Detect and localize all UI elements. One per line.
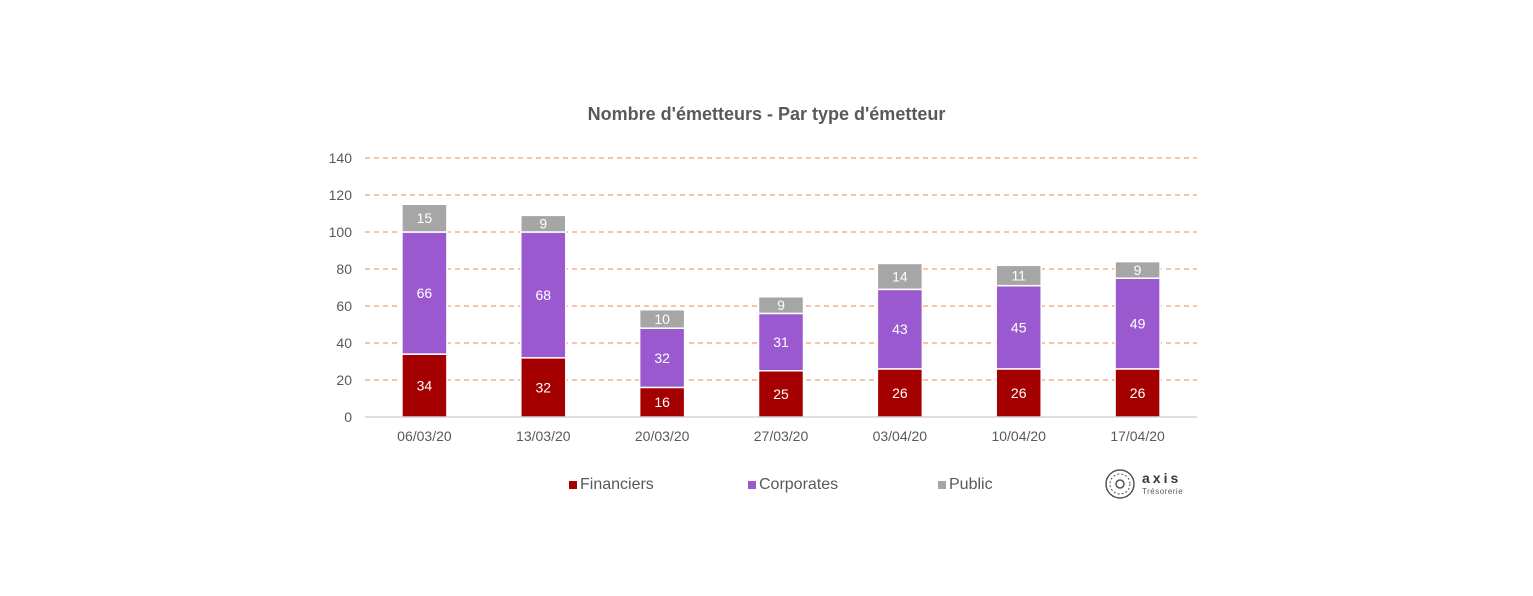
axis-logo-icon [1105,469,1135,499]
legend-label: Financiers [580,476,654,493]
legend-swatch [938,481,946,489]
bar-segment-public [876,262,924,291]
data-label: 32 [535,379,551,395]
bar-segment-public [401,203,448,233]
y-tick-label: 0 [344,409,352,425]
legend-item-financiers: Financiers [569,476,654,494]
bar-segment-financiers [995,368,1042,418]
x-tick-label: 20/03/20 [635,428,690,444]
y-tick-label: 140 [329,150,353,166]
data-label: 45 [1011,319,1027,335]
data-label: 34 [417,378,433,394]
legend-item-public: Public [938,476,993,494]
bar-segment-financiers [876,368,924,418]
y-tick-label: 100 [329,224,353,240]
x-axis-ticks: 06/03/20 13/03/20 20/03/20 27/03/20 03/04/20… [397,428,1165,444]
legend: Financiers Corporates Public [0,476,1533,496]
bar-segment-public [757,296,805,315]
bar-segment-public [638,308,686,329]
x-tick-label: 13/03/20 [516,428,571,444]
bar-segment-public [520,214,567,233]
data-label: 31 [773,334,789,350]
bar-segment-corporates [638,327,686,389]
data-label: 15 [417,210,433,226]
data-label: 10 [654,311,670,327]
legend-item-corporates: Corporates [748,476,838,494]
x-tick-label: 06/03/20 [397,428,452,444]
x-tick-label: 03/04/20 [873,428,928,444]
data-label: 14 [892,268,908,284]
legend-label: Public [949,476,993,493]
data-label: 11 [1011,267,1026,283]
data-label: 26 [892,385,908,401]
y-tick-label: 60 [336,298,352,314]
data-label: 26 [1011,385,1027,401]
bar-segment-financiers [520,357,567,418]
data-label: 25 [773,386,789,402]
legend-swatch [569,481,577,489]
y-tick-label: 20 [336,372,352,388]
data-label: 26 [1130,385,1146,401]
data-label: 9 [777,297,785,313]
x-tick-label: 10/04/20 [991,428,1046,444]
data-label: 43 [892,321,908,337]
axis-logo: axis Trésorerie [1104,468,1196,500]
legend-swatch [748,481,756,489]
logo-name: axis [1142,470,1182,486]
bar-segment-public [1114,260,1161,280]
bar-segment-financiers [1114,368,1161,418]
bar-segment-corporates [995,284,1042,370]
x-tick-label: 27/03/20 [754,428,809,444]
data-label: 32 [654,350,670,366]
bar-segment-corporates [1114,277,1161,370]
data-label: 66 [417,285,433,301]
y-tick-label: 40 [336,335,352,351]
bar-segment-public [995,264,1042,287]
data-label: 68 [535,287,551,303]
data-label: 16 [654,394,670,410]
x-tick-label: 17/04/20 [1110,428,1165,444]
bar-segment-corporates [520,231,567,359]
bars: 34 66 15 32 68 9 16 32 10 25 31 9 26 43 14 26 45 11 26 49 9 [401,203,1161,418]
bar-segment-corporates [757,312,805,372]
data-label: 49 [1130,316,1146,332]
y-tick-label: 80 [336,261,352,277]
data-label: 9 [539,216,547,232]
chart-title: Nombre d'émetteurs - Par type d'émetteur [587,104,946,124]
bar-segment-financiers [757,370,805,418]
bar-segment-corporates [401,231,448,355]
legend-label: Corporates [759,476,839,493]
data-label: 9 [1134,262,1142,278]
logo-subtitle: Trésorerie [1142,487,1184,496]
y-axis-ticks: 0 20 40 60 80 100 120 140 [329,150,353,425]
y-tick-label: 120 [329,187,353,203]
